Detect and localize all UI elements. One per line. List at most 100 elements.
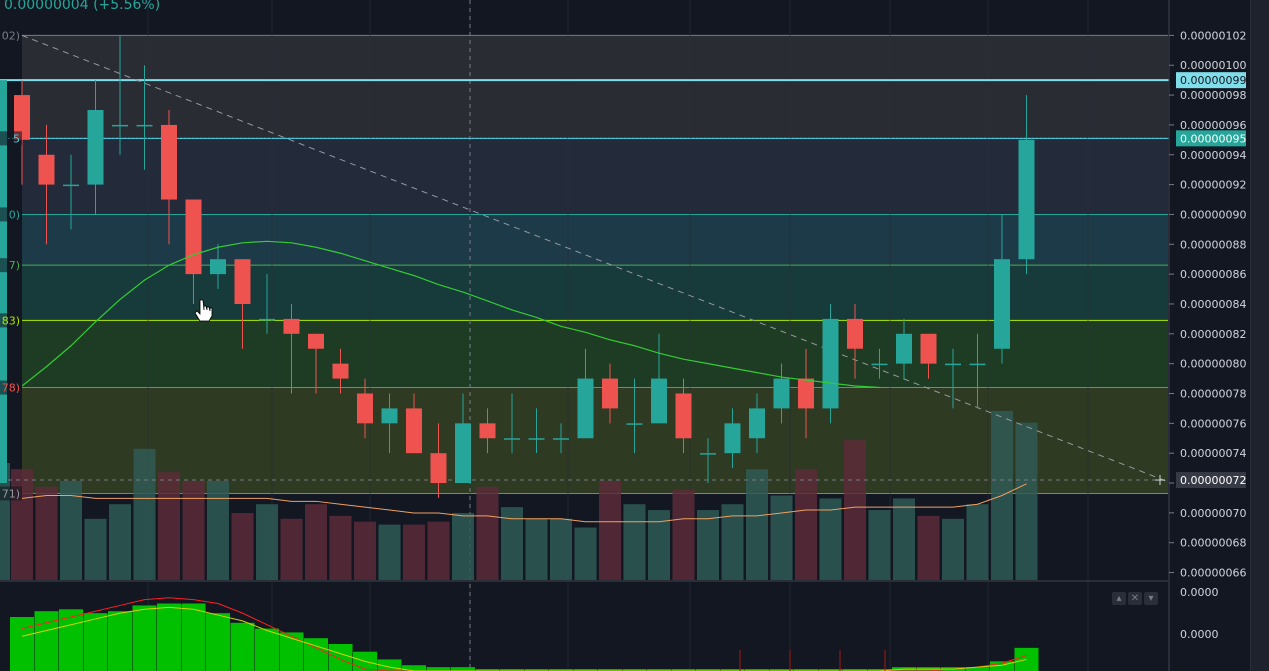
price-tick-label: 0.00000086: [1180, 268, 1246, 281]
volume-bar: [403, 524, 425, 580]
volume-bar: [305, 504, 327, 580]
candle-body: [259, 318, 275, 321]
price-axis[interactable]: 0.00000102 0.00000100 0.00000098 0.00000096…: [1168, 0, 1250, 671]
fib-zone: [22, 214, 1168, 266]
macd-histogram-bar: [279, 632, 304, 671]
candle-body: [577, 378, 594, 439]
volume-bar: [35, 486, 58, 580]
macd-histogram-bar: [500, 669, 524, 671]
candle-body: [528, 438, 545, 440]
candle-body: [920, 333, 937, 364]
macd-histogram-bar: [83, 613, 108, 671]
candle-body: [749, 408, 765, 439]
fib-level-label: 5: [13, 132, 20, 145]
macd-histogram-bar: [157, 603, 181, 671]
candle-body: [822, 318, 839, 409]
volume-bar: [501, 507, 523, 580]
volume-bar: [182, 480, 205, 580]
candle-body: [308, 333, 324, 349]
macd-histogram-bar: [720, 669, 745, 671]
volume-bar: [452, 512, 474, 580]
price-tag: [1176, 72, 1246, 89]
volume-bar: [574, 527, 597, 580]
candle-body: [969, 363, 986, 366]
trend-lines[interactable]: [0, 34, 1250, 494]
macd-histogram-bar: [59, 609, 83, 671]
right-toolbar[interactable]: [1250, 0, 1269, 671]
candle-body: [455, 423, 471, 484]
volume-bars: [0, 410, 1038, 580]
volume-bar: [256, 504, 278, 580]
candle-body: [724, 423, 741, 454]
volume-bar: [648, 510, 670, 580]
volume-bar: [844, 440, 866, 580]
fib-level-label: 7): [9, 259, 20, 272]
candle-body: [185, 199, 202, 275]
hand-cursor-icon: [194, 299, 213, 322]
volume-bar: [721, 504, 744, 580]
macd-histogram-bar: [426, 667, 451, 671]
candle-body: [136, 124, 153, 127]
volume-bar: [84, 518, 107, 580]
price-tag: [1176, 130, 1246, 147]
macd-histogram-bar: [745, 669, 769, 671]
candles[interactable]: [0, 35, 1035, 498]
price-tick-label: 0.00000098: [1180, 89, 1246, 102]
macd-line: [21, 597, 1027, 671]
candle-body: [381, 408, 398, 424]
macd-histogram-bar: [622, 669, 647, 671]
panel-up-icon[interactable]: ▴: [1112, 592, 1126, 605]
candle-body: [847, 318, 863, 349]
fib-label-bg: [0, 258, 22, 273]
price-tag-label: 0.00000095: [1180, 132, 1246, 145]
volume-bar: [354, 521, 376, 580]
fib-level-label: 02): [2, 29, 20, 42]
candle-body: [14, 95, 30, 140]
macd-histogram-bar: [34, 611, 59, 671]
price-tick-label: 0.00000092: [1180, 179, 1246, 192]
volume-ma-line: [21, 483, 1027, 523]
candle-body: [504, 438, 520, 440]
macd-histogram-bar: [524, 669, 549, 671]
macd-histogram-bar: [108, 611, 132, 671]
candle-body: [38, 154, 55, 185]
macd-histogram-bar: [696, 669, 720, 671]
volume-bar: [11, 469, 33, 580]
volume-bar: [893, 498, 915, 580]
macd-histogram-bar: [867, 669, 892, 671]
candle-body: [87, 110, 104, 185]
panel-down-icon[interactable]: ▾: [1144, 592, 1158, 605]
price-tick-label: 0.00000088: [1180, 238, 1246, 251]
fib-label-bg: [0, 131, 22, 146]
candle-body: [283, 318, 300, 334]
panel-close-icon[interactable]: ✕: [1128, 592, 1142, 605]
fib-level-label: 78): [2, 382, 20, 395]
signal-line: [21, 606, 1027, 671]
candle-body: [430, 453, 447, 484]
candle-body: [602, 378, 618, 409]
volume-bar: [623, 504, 646, 580]
volume-bar: [60, 480, 82, 580]
macd-histogram-bar: [671, 669, 696, 671]
candle-body: [63, 184, 79, 187]
volume-bar: [280, 518, 303, 580]
volume-bar: [795, 469, 817, 580]
fib-zone: [22, 265, 1168, 321]
candle-body: [234, 259, 251, 304]
moving-average: [21, 240, 880, 389]
indicator-tick-label: 0.0000: [1180, 628, 1219, 641]
price-tick-label: 0.00000066: [1180, 567, 1246, 580]
candle-body: [871, 363, 888, 366]
price-axis-background: [1169, 0, 1250, 671]
volume-bar: [770, 495, 793, 580]
price-tick-label: 0.00000076: [1180, 417, 1246, 430]
volume-bar: [746, 469, 768, 580]
macd-panel: [10, 597, 1039, 671]
price-tick-label: 0.00000082: [1180, 328, 1246, 341]
fib-level-labels: 02) 5 0) 7) 83) 78) 71): [0, 28, 22, 501]
volume-bar: [599, 480, 621, 580]
volume-bar: [917, 515, 940, 580]
candle-body: [896, 333, 912, 364]
macd-histogram-bar: [843, 669, 867, 671]
